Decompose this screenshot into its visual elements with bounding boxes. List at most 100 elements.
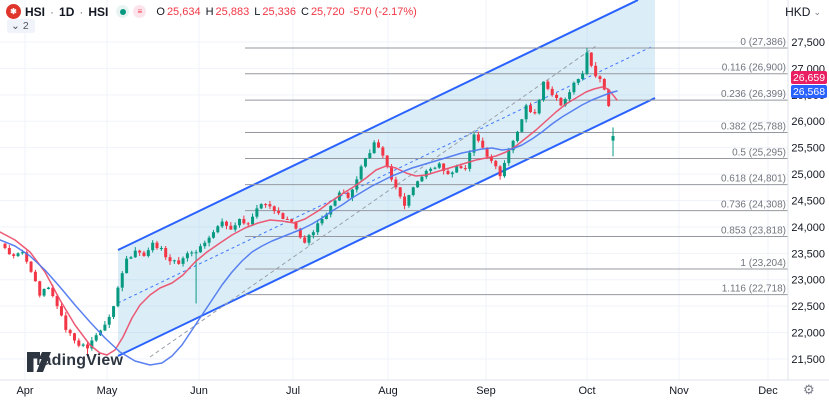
watermark-text: TradingView bbox=[27, 352, 124, 369]
candle-body bbox=[381, 147, 385, 156]
candle-body bbox=[33, 271, 37, 282]
candle-body bbox=[25, 252, 29, 262]
month-tick-label[interactable]: Oct bbox=[578, 385, 595, 397]
slow-ma-line[interactable] bbox=[0, 90, 618, 366]
month-tick-label[interactable]: Sep bbox=[476, 385, 496, 397]
candle-body bbox=[511, 140, 515, 151]
timezone-settings-gear-icon[interactable]: ⚙ bbox=[803, 382, 815, 397]
candle-body bbox=[12, 254, 16, 256]
month-tick-label[interactable]: Jul bbox=[286, 385, 300, 397]
price-tick-label[interactable]: 24,000 bbox=[791, 222, 825, 234]
month-tick-label[interactable]: Dec bbox=[758, 385, 778, 397]
candle-body bbox=[476, 134, 480, 141]
price-tick-label[interactable]: 21,500 bbox=[791, 354, 825, 366]
candle-body bbox=[520, 119, 524, 132]
candle-body bbox=[394, 179, 398, 188]
candle-body bbox=[233, 225, 237, 230]
month-tick-label[interactable]: Jun bbox=[190, 385, 208, 397]
candle-body bbox=[550, 88, 554, 95]
month-tick-label[interactable]: Nov bbox=[669, 385, 689, 397]
candle-body bbox=[463, 168, 467, 170]
candle-body bbox=[368, 153, 372, 159]
candle-body bbox=[16, 253, 20, 256]
price-badge-fast-ma: 26,659 bbox=[791, 71, 827, 84]
currency-label: HKD bbox=[785, 5, 811, 19]
month-tick-label[interactable]: Apr bbox=[16, 385, 33, 397]
low-label: L bbox=[254, 5, 261, 18]
candle-body bbox=[142, 252, 146, 256]
candle-body bbox=[242, 218, 246, 224]
ohlc-readout: O 25,634 H 25,883 L 25,336 C 25,720 -570… bbox=[156, 6, 416, 18]
symbol-legend[interactable]: ✱ HSI · 1D · HSI ≡ O 25,634 H 25,883 L 2… bbox=[6, 4, 417, 19]
open-label: O bbox=[156, 5, 165, 18]
candle-body bbox=[72, 333, 76, 341]
price-tick-label[interactable]: 22,500 bbox=[791, 301, 825, 313]
candle-body bbox=[103, 324, 107, 331]
channel-mid-line[interactable] bbox=[117, 46, 652, 304]
fib-level-label: 1 (23,204) bbox=[740, 258, 786, 269]
candle-body bbox=[563, 98, 567, 106]
candle-body bbox=[155, 242, 159, 249]
legend-menu-icon[interactable]: ≡ bbox=[133, 5, 147, 18]
channel-bottom-line[interactable] bbox=[117, 97, 656, 357]
candle-body bbox=[116, 287, 120, 307]
candle-body bbox=[168, 257, 172, 262]
fast-ma-line[interactable] bbox=[0, 86, 618, 356]
price-tick-label[interactable]: 24,500 bbox=[791, 195, 825, 207]
candle-body bbox=[455, 166, 459, 173]
candle-body bbox=[576, 78, 580, 83]
candle-body bbox=[272, 206, 276, 212]
candle-body bbox=[537, 100, 541, 114]
candle-body bbox=[203, 242, 207, 247]
candle-body bbox=[572, 82, 576, 93]
candle-body bbox=[589, 52, 593, 66]
price-tick-label[interactable]: 23,500 bbox=[791, 248, 825, 260]
candle-body bbox=[198, 246, 202, 253]
candle-body bbox=[385, 155, 389, 167]
month-tick-label[interactable]: Aug bbox=[378, 385, 398, 397]
change-value: -570 (-2.17%) bbox=[349, 5, 417, 18]
candle-body bbox=[285, 218, 289, 220]
candle-body bbox=[507, 150, 511, 164]
currency-selector[interactable]: HKD ⌄ bbox=[785, 5, 821, 19]
candle-body bbox=[307, 235, 311, 243]
price-tick-label[interactable]: 26,000 bbox=[791, 116, 825, 128]
indicators-count: 2 bbox=[22, 20, 29, 32]
price-tick-label[interactable]: 25,000 bbox=[791, 169, 825, 181]
candle-body bbox=[568, 92, 572, 99]
tradingview-logo-icon bbox=[27, 352, 51, 372]
interval-label[interactable]: 1D bbox=[59, 4, 75, 19]
candle-body bbox=[390, 166, 394, 180]
visibility-toggle-icon[interactable] bbox=[116, 5, 130, 18]
visibility-dot-icon bbox=[119, 8, 126, 15]
candle-body bbox=[533, 112, 537, 114]
candle-body bbox=[151, 242, 155, 251]
indicators-collapse-pill[interactable]: ⌄ 2 bbox=[7, 19, 35, 33]
candle-body bbox=[7, 248, 11, 255]
candle-body bbox=[424, 170, 428, 177]
fib-level-label: 0.382 (25,788) bbox=[721, 121, 786, 132]
symbol-name[interactable]: HSI bbox=[25, 4, 46, 19]
candle-body bbox=[112, 306, 116, 317]
candle-body bbox=[376, 142, 380, 148]
candle-body bbox=[107, 316, 111, 325]
candle-body bbox=[268, 204, 272, 207]
price-tick-label[interactable]: 27,500 bbox=[791, 37, 825, 49]
candle-body bbox=[372, 142, 376, 154]
channel-top-line[interactable] bbox=[117, 0, 639, 251]
candle-body bbox=[585, 52, 589, 74]
price-tick-label[interactable]: 25,500 bbox=[791, 143, 825, 155]
candle-body bbox=[259, 204, 263, 209]
candle-body bbox=[611, 136, 615, 141]
candle-body bbox=[181, 258, 185, 264]
candle-body bbox=[350, 189, 354, 198]
price-tick-label[interactable]: 22,000 bbox=[791, 328, 825, 340]
exchange-label[interactable]: HSI bbox=[88, 4, 109, 19]
candle-body bbox=[224, 221, 228, 226]
price-tick-label[interactable]: 23,000 bbox=[791, 275, 825, 287]
month-tick-label[interactable]: May bbox=[97, 385, 118, 397]
candle-body bbox=[86, 344, 90, 349]
candle-body bbox=[437, 163, 441, 168]
